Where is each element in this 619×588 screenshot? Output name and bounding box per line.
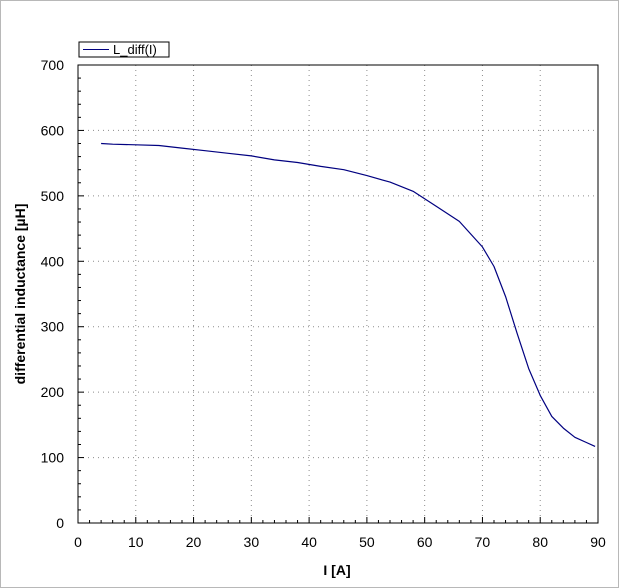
series-line <box>101 142 596 447</box>
axes <box>77 64 599 524</box>
y-tick-label: 600 <box>41 122 65 138</box>
x-tick-label: 70 <box>475 534 491 550</box>
y-tick-label: 100 <box>41 450 65 466</box>
legend: L_diff(I) <box>78 41 170 58</box>
y-tick-label: 400 <box>41 253 65 269</box>
x-axis-title: I [A] <box>323 562 350 578</box>
y-tick-label: 0 <box>56 515 64 531</box>
y-tick-label: 200 <box>41 384 65 400</box>
y-axis-title: differential inductance [µH] <box>12 204 28 385</box>
y-tick-label: 500 <box>41 188 65 204</box>
x-tick-labels: 0 10 20 30 40 50 60 70 80 90 <box>74 534 606 550</box>
x-tick-label: 20 <box>186 534 202 550</box>
x-tick-label: 40 <box>301 534 317 550</box>
legend-box <box>78 41 170 58</box>
x-tick-label: 80 <box>532 534 548 550</box>
y-tick-label: 300 <box>41 319 65 335</box>
x-tick-label: 10 <box>128 534 144 550</box>
plot-area-border <box>77 64 599 524</box>
x-tick-label: 60 <box>417 534 433 550</box>
series-group <box>101 142 596 447</box>
x-tick-label: 90 <box>590 534 606 550</box>
y-tick-labels: 0 100 200 300 400 500 600 700 <box>41 57 65 531</box>
y-tick-label: 700 <box>41 57 65 73</box>
grid <box>78 65 598 523</box>
x-tick-label: 50 <box>359 534 375 550</box>
x-tick-label: 30 <box>244 534 260 550</box>
minor-ticks <box>77 64 599 524</box>
x-tick-label: 0 <box>74 534 82 550</box>
legend-entry: L_diff(I) <box>113 42 157 57</box>
